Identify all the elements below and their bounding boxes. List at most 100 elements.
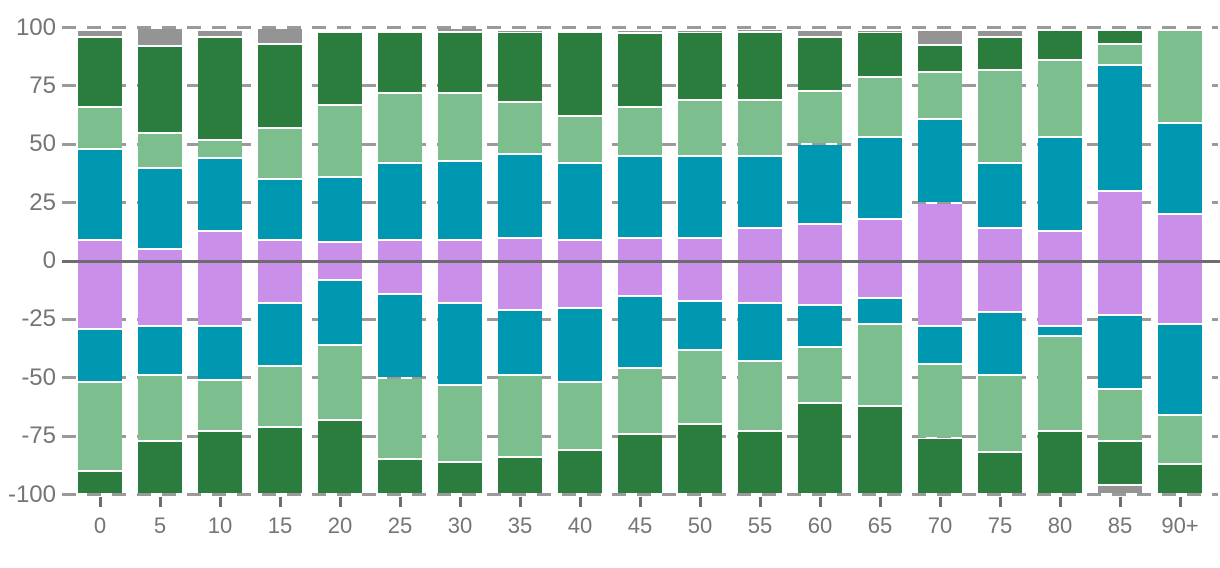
bar-segment-dark_green-neg	[678, 425, 722, 494]
bar-age-55	[738, 0, 782, 568]
bar-segment-purple-pos	[438, 240, 482, 260]
bar-segment-light_green-pos	[1098, 44, 1142, 64]
bar-segment-teal-pos	[678, 156, 722, 237]
bar-segment-light_green-neg	[678, 350, 722, 424]
bar-age-60	[798, 0, 842, 568]
bar-segment-teal-neg	[318, 280, 362, 345]
bar-segment-teal-neg	[978, 313, 1022, 375]
y-axis-label: 0	[42, 247, 56, 274]
bar-segment-purple-neg	[378, 262, 422, 293]
bar-segment-dark_green-pos	[378, 33, 422, 92]
y-axis-label: -75	[21, 422, 56, 450]
x-axis-label: 25	[387, 513, 413, 538]
bar-segment-light_green-neg	[198, 381, 242, 431]
gridline-100	[62, 26, 1218, 29]
bar-segment-light_green-pos	[1038, 61, 1082, 137]
bar-segment-light_green-pos	[258, 128, 302, 179]
bar-segment-teal-pos	[258, 180, 302, 239]
bar-segment-dark_green-pos	[318, 33, 362, 104]
bar-segment-dark_green-pos	[1098, 30, 1142, 43]
bar-age-50	[678, 0, 722, 568]
x-axis-label: 70	[927, 513, 953, 538]
bar-segment-gray-pos	[618, 30, 662, 33]
bar-segment-dark_green-pos	[498, 33, 542, 102]
x-axis-label: 75	[987, 513, 1013, 538]
bar-segment-purple-pos	[378, 240, 422, 260]
bar-segment-dark_green-neg	[558, 451, 602, 494]
bar-segment-teal-neg	[378, 294, 422, 377]
bar-age-75	[978, 0, 1022, 568]
bar-segment-purple-pos	[1038, 231, 1082, 260]
bar-segment-dark_green-pos	[858, 33, 902, 76]
x-axis-tick	[699, 497, 702, 507]
bar-segment-teal-neg	[498, 311, 542, 375]
bar-segment-dark_green-neg	[738, 432, 782, 494]
bar-segment-teal-pos	[318, 177, 362, 242]
zero-axis-line	[62, 259, 1220, 263]
x-axis-label: 35	[507, 513, 533, 538]
x-axis-label: 15	[267, 513, 293, 538]
x-axis-tick	[1059, 497, 1062, 507]
y-axis-label: -50	[21, 363, 56, 391]
bar-segment-light_green-neg	[498, 376, 542, 457]
bar-segment-dark_green-pos	[438, 33, 482, 92]
bar-segment-light_green-neg	[138, 376, 182, 440]
bar-segment-purple-neg	[558, 262, 602, 307]
bar-segment-dark_green-pos	[918, 46, 962, 71]
bar-segment-gray-pos	[198, 30, 242, 36]
x-axis-tick	[279, 497, 282, 507]
bar-segment-purple-pos	[678, 238, 722, 260]
y-axis-label: 25	[29, 188, 56, 216]
bar-segment-purple-neg	[198, 262, 242, 326]
bar-segment-teal-neg	[678, 301, 722, 349]
bar-segment-light_green-neg	[738, 362, 782, 431]
bar-segment-light_green-pos	[378, 93, 422, 162]
bar-segment-purple-pos	[918, 203, 962, 260]
bar-segment-teal-pos	[498, 154, 542, 237]
x-axis-tick	[99, 497, 102, 507]
x-axis-label: 60	[807, 513, 833, 538]
bar-segment-purple-pos	[618, 238, 662, 260]
bar-segment-purple-neg	[1098, 262, 1142, 314]
bar-segment-teal-pos	[138, 168, 182, 249]
bar-segment-gray-pos	[78, 30, 122, 36]
bar-segment-light_green-pos	[918, 72, 962, 118]
bar-age-20	[318, 0, 362, 568]
x-axis-label: 80	[1047, 513, 1073, 538]
bar-segment-purple-pos	[978, 229, 1022, 260]
bar-segment-dark_green-neg	[618, 434, 662, 494]
bar-segment-teal-pos	[978, 163, 1022, 228]
bar-segment-dark_green-pos	[738, 33, 782, 99]
bar-segment-dark_green-neg	[498, 458, 542, 494]
bar-segment-teal-pos	[1158, 124, 1202, 214]
bar-segment-light_green-pos	[978, 70, 1022, 162]
x-axis-label: 40	[567, 513, 593, 538]
x-axis-label: 10	[207, 513, 233, 538]
x-axis-tick	[519, 497, 522, 507]
bar-segment-teal-neg	[1038, 327, 1082, 335]
bar-segment-purple-pos	[138, 250, 182, 260]
bar-segment-purple-neg	[918, 262, 962, 326]
bar-segment-dark_green-neg	[198, 432, 242, 494]
bar-segment-dark_green-neg	[378, 460, 422, 494]
x-axis-tick	[939, 497, 942, 507]
bar-segment-purple-neg	[438, 262, 482, 303]
bar-segment-teal-pos	[798, 145, 842, 223]
bar-segment-gray-pos	[978, 30, 1022, 36]
bar-segment-light_green-neg	[918, 364, 962, 438]
bar-segment-dark_green-pos	[78, 37, 122, 106]
bar-segment-dark_green-neg	[918, 439, 962, 494]
x-axis-tick	[579, 497, 582, 507]
bar-segment-light_green-neg	[858, 325, 902, 405]
bar-segment-gray-neg	[1098, 486, 1142, 494]
bar-segment-purple-neg	[318, 262, 362, 279]
bar-segment-light_green-neg	[318, 346, 362, 419]
bar-segment-gray-pos	[858, 30, 902, 33]
bar-segment-purple-neg	[498, 262, 542, 310]
bar-segment-teal-neg	[798, 306, 842, 347]
bar-segment-dark_green-pos	[618, 34, 662, 106]
x-axis-label: 0	[93, 513, 107, 538]
bar-segment-light_green-neg	[78, 383, 122, 471]
bar-segment-teal-pos	[1098, 65, 1142, 190]
